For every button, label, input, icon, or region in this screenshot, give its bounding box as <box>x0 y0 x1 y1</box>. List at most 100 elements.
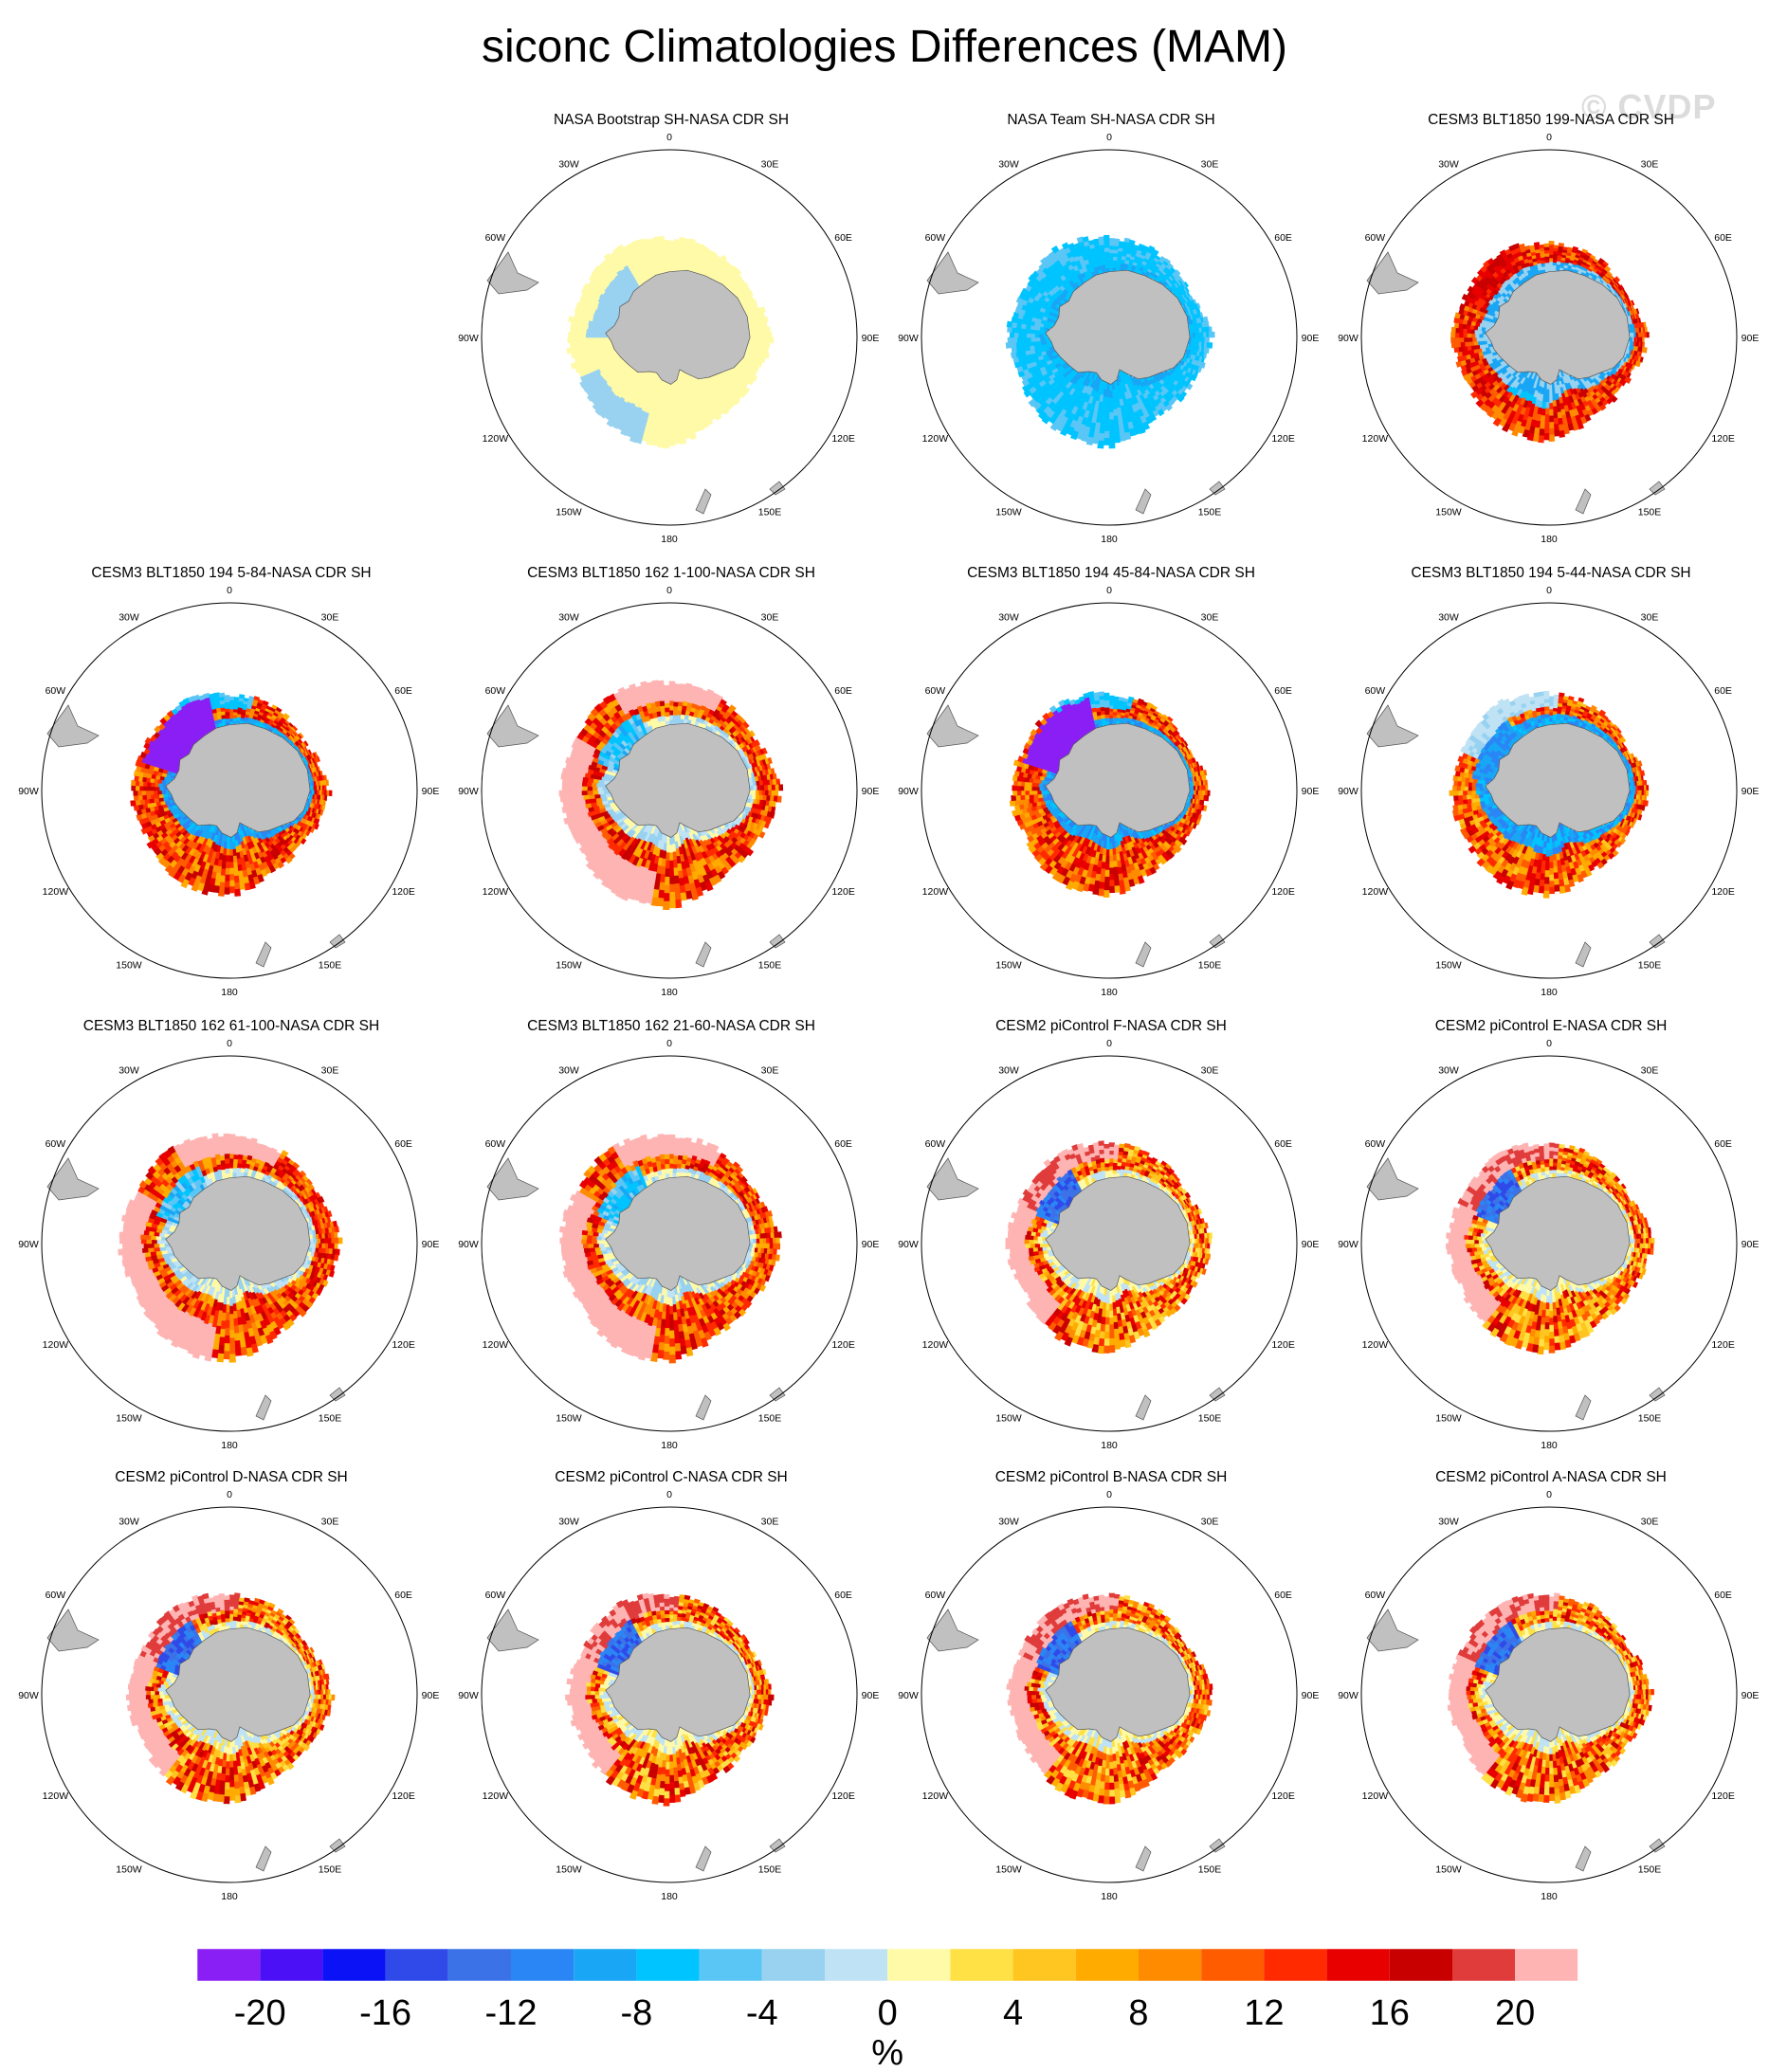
ice-cell <box>671 395 677 404</box>
ice-cell <box>1108 440 1116 449</box>
ice-cell <box>668 383 673 391</box>
ice-cell <box>674 436 682 445</box>
ice-cell <box>1017 332 1023 338</box>
longitude-label: 150E <box>319 960 342 972</box>
ice-cell <box>1011 326 1017 334</box>
longitude-label: 90W <box>18 786 39 797</box>
ice-cell <box>749 333 754 338</box>
longitude-label: 120W <box>1362 433 1389 445</box>
ice-cell <box>1019 327 1026 334</box>
longitude-label: 90E <box>422 786 440 797</box>
ice-cell <box>679 884 686 894</box>
ice-cell <box>228 855 234 863</box>
ice-cell <box>1200 362 1206 369</box>
ice-cell <box>1548 261 1554 265</box>
ice-cell <box>658 240 666 245</box>
ice-cell <box>1011 316 1017 323</box>
ice-cell <box>698 243 705 249</box>
ice-cell <box>672 402 678 410</box>
ice-cell <box>664 246 670 251</box>
tasmania-land <box>769 481 786 496</box>
ice-cell <box>1035 340 1042 346</box>
ice-cell <box>650 897 659 907</box>
ice-cell <box>1643 321 1647 328</box>
ice-cell <box>665 261 670 265</box>
ice-cell <box>593 333 599 338</box>
ice-cell <box>1026 336 1031 342</box>
ice-cell <box>647 238 655 245</box>
ice-cell <box>588 340 594 347</box>
ice-cell <box>1192 374 1197 382</box>
ice-cell <box>1462 332 1468 338</box>
ice-cell <box>148 798 155 804</box>
ice-cell <box>228 886 236 894</box>
ice-cell <box>583 341 590 347</box>
ice-cell <box>153 790 158 795</box>
ice-cell <box>1007 326 1012 333</box>
ice-cell <box>1101 264 1106 269</box>
ice-cell <box>585 336 592 342</box>
ice-cell <box>728 704 737 712</box>
ice-cell <box>749 730 756 737</box>
ice-cell <box>224 881 230 889</box>
ice-cell <box>228 702 235 707</box>
ice-cell <box>739 717 747 724</box>
ice-cell <box>1450 326 1456 334</box>
ice-cell <box>143 798 151 805</box>
ice-cell <box>1037 410 1048 421</box>
ice-cell <box>776 795 782 803</box>
ice-cell <box>668 391 673 399</box>
ice-cell <box>137 790 142 796</box>
ice-cell <box>1518 243 1525 249</box>
ice-cell <box>145 790 151 795</box>
ice-cell <box>769 331 773 338</box>
longitude-label: 120E <box>831 433 855 445</box>
ice-cell <box>771 801 776 809</box>
ice-cell <box>1639 356 1644 363</box>
ice-cell <box>158 786 164 791</box>
ice-cell <box>673 697 680 702</box>
ice-cell <box>303 740 309 747</box>
ice-cell <box>594 336 601 342</box>
ice-cell <box>759 336 764 343</box>
ice-cell <box>679 236 685 243</box>
longitude-label: 120W <box>43 886 69 898</box>
ice-cell <box>228 867 234 875</box>
ice-cell <box>577 327 583 334</box>
ice-cell <box>637 238 645 245</box>
ice-cell <box>224 695 230 700</box>
ice-cell <box>146 794 152 800</box>
ice-cell <box>1642 336 1645 343</box>
ice-cell <box>598 333 604 338</box>
ice-cell <box>571 346 578 354</box>
ice-cell <box>1165 404 1174 411</box>
ice-cell <box>1513 243 1521 249</box>
ice-cell <box>668 404 674 412</box>
ice-cell <box>156 790 162 795</box>
ice-cell <box>672 263 678 268</box>
ice-cell <box>1203 352 1208 359</box>
longitude-label: 90W <box>1338 333 1359 344</box>
ice-cell <box>758 831 766 839</box>
ice-cell <box>1544 408 1550 415</box>
ice-cell <box>775 784 780 791</box>
ice-cell <box>228 708 234 713</box>
ice-cell <box>1205 347 1210 354</box>
ice-cell <box>1589 254 1596 260</box>
ice-cell <box>1552 411 1559 419</box>
ice-cell <box>309 827 316 834</box>
ice-cell <box>1164 258 1172 264</box>
ice-cell <box>1631 364 1635 371</box>
ice-cell <box>1548 240 1555 245</box>
ice-cell <box>1544 414 1550 422</box>
ice-cell <box>1524 245 1531 251</box>
panel-title: CESM3 BLT1850 162 1-100-NASA CDR SH <box>527 565 815 581</box>
ice-cell <box>1038 333 1044 338</box>
ice-cell <box>668 438 676 446</box>
ice-cell <box>262 700 269 706</box>
ice-cell <box>139 751 147 759</box>
ice-cell <box>1543 246 1550 251</box>
ice-cell <box>593 340 598 346</box>
ice-cell <box>668 254 674 259</box>
ice-cell <box>570 362 578 370</box>
